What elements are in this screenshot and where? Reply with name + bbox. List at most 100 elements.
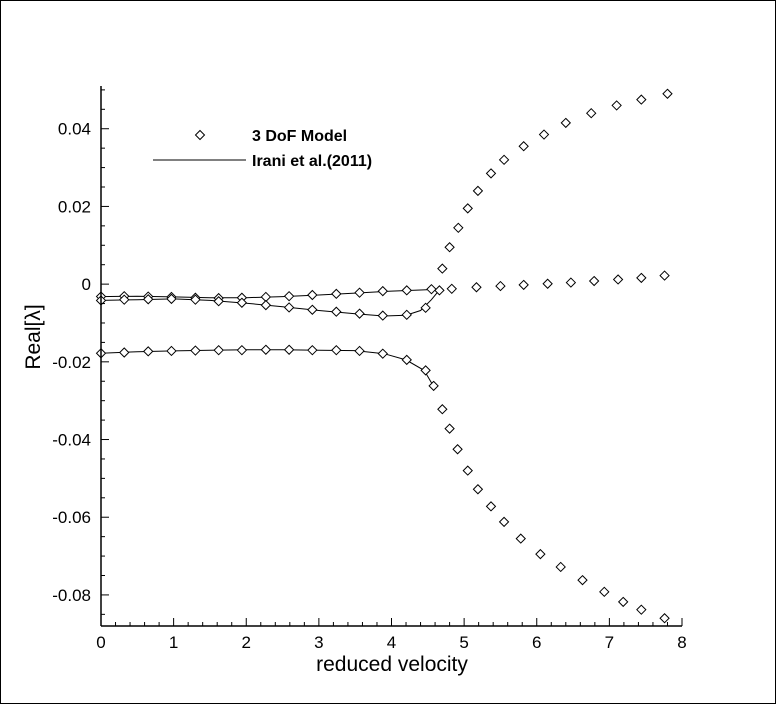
data-point-3dof — [659, 613, 670, 624]
y-tick-label: 0.04 — [58, 120, 91, 139]
data-point-3dof — [636, 272, 647, 284]
data-point-3dof — [377, 348, 388, 359]
data-point-3dof — [260, 299, 272, 311]
data-point-3dof — [166, 345, 177, 357]
data-point-3dof — [636, 604, 647, 615]
data-point-3dof — [213, 344, 224, 356]
data-point-3dof — [377, 310, 388, 321]
data-point-3dof — [444, 423, 455, 434]
y-tick-label: 0 — [82, 275, 91, 294]
data-point-3dof — [420, 365, 431, 376]
data-point-3dof — [428, 380, 439, 392]
data-point-3dof — [612, 274, 624, 285]
x-tick-label: 7 — [605, 633, 614, 652]
data-point-3dof — [236, 344, 248, 356]
series-line-irani — [100, 289, 440, 317]
data-point-3dof — [462, 203, 473, 214]
data-point-3dof — [498, 516, 510, 528]
data-point-3dof — [538, 129, 550, 140]
y-tick-label: -0.08 — [52, 586, 91, 605]
x-tick-label: 2 — [242, 633, 251, 652]
data-point-3dof — [471, 282, 482, 293]
data-point-3dof — [260, 344, 272, 355]
data-point-3dof — [535, 548, 546, 560]
data-point-3dof — [542, 278, 553, 289]
data-point-3dof — [166, 293, 177, 305]
legend: 3 DoF Model Irani et al.(2011) — [153, 128, 372, 170]
data-point-3dof — [307, 304, 318, 315]
data-point-3dof — [659, 270, 670, 281]
x-tick-label: 1 — [169, 633, 178, 652]
data-point-3dof — [331, 288, 342, 300]
x-tick-label: 5 — [459, 633, 468, 652]
data-point-3dof — [560, 117, 572, 129]
data-point-3dof — [354, 308, 365, 319]
legend-label-3dof: 3 DoF Model — [252, 128, 347, 145]
data-point-3dof — [142, 346, 154, 357]
data-point-3dof — [453, 222, 464, 234]
y-tick-label: -0.06 — [52, 508, 91, 527]
data-point-3dof — [401, 354, 412, 366]
data-point-3dof — [588, 275, 600, 287]
data-point-3dof — [307, 344, 318, 356]
data-point-3dof — [515, 533, 526, 544]
x-tick-label: 6 — [532, 633, 541, 652]
x-tick-label: 0 — [96, 633, 105, 652]
data-point-3dof — [599, 586, 610, 598]
data-point-3dof — [283, 290, 295, 302]
data-point-3dof — [283, 344, 295, 355]
data-point-3dof — [462, 465, 473, 476]
legend-diamond-marker — [194, 129, 206, 141]
data-point-3dof — [354, 287, 365, 298]
data-point-3dof — [426, 283, 437, 295]
x-tick-label: 3 — [314, 633, 323, 652]
data-point-3dof — [452, 444, 463, 455]
data-point-3dof — [401, 285, 412, 296]
data-point-3dof — [555, 561, 566, 573]
legend-label-irani: Irani et al.(2011) — [252, 153, 372, 170]
data-point-3dof — [213, 296, 224, 307]
data-point-3dof — [420, 302, 431, 314]
data-point-3dof — [437, 404, 448, 415]
x-axis-title: reduced velocity — [316, 653, 468, 676]
data-point-3dof — [472, 185, 484, 197]
data-point-3dof — [662, 88, 673, 99]
data-point-3dof — [636, 94, 647, 105]
data-point-3dof — [444, 242, 455, 253]
data-point-3dof — [401, 309, 412, 321]
data-point-3dof — [446, 283, 457, 294]
data-point-3dof — [577, 574, 588, 586]
data-point-3dof — [611, 100, 622, 111]
data-point-3dof — [518, 279, 529, 291]
data-point-3dof — [331, 344, 342, 356]
legend-diamond — [194, 129, 206, 141]
data-point-3dof — [437, 263, 448, 274]
x-tick-label: 4 — [387, 633, 396, 652]
data-point-3dof — [617, 596, 629, 608]
data-point-3dof — [434, 285, 445, 296]
series-line-irani — [100, 288, 439, 299]
y-axis-title: Real[λ] — [22, 304, 45, 369]
plot-markers — [95, 88, 673, 624]
data-point-3dof — [485, 501, 497, 512]
data-point-3dof — [472, 484, 484, 495]
data-point-3dof — [377, 285, 388, 297]
data-point-3dof — [586, 107, 597, 119]
x-tick-label: 8 — [677, 633, 686, 652]
data-point-3dof — [190, 294, 201, 305]
data-point-3dof — [119, 294, 130, 305]
data-point-3dof — [283, 302, 295, 313]
data-point-3dof — [119, 347, 130, 358]
y-tick-label: -0.02 — [52, 353, 91, 372]
data-point-3dof — [498, 154, 510, 166]
data-point-3dof — [331, 306, 342, 317]
x-ticks: 0 1 2 3 4 5 6 7 8 — [96, 618, 687, 652]
data-point-3dof — [354, 345, 365, 357]
plot-lines — [100, 288, 440, 390]
data-point-3dof — [495, 280, 506, 292]
data-point-3dof — [190, 345, 201, 356]
data-point-3dof — [518, 141, 529, 152]
data-point-3dof — [236, 297, 248, 308]
y-tick-label: -0.04 — [52, 431, 91, 450]
